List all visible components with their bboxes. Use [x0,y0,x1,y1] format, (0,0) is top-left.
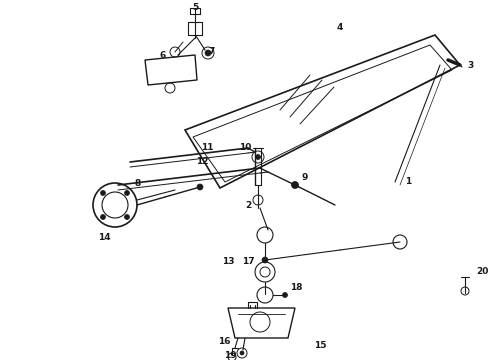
Text: 20: 20 [476,267,488,276]
Text: 8: 8 [135,179,141,188]
Text: 17: 17 [242,257,254,266]
Text: 2: 2 [245,201,251,210]
Circle shape [124,190,129,195]
Text: 11: 11 [201,144,213,153]
Circle shape [283,292,288,297]
Circle shape [124,215,129,220]
Text: 7: 7 [209,48,215,57]
Circle shape [262,257,268,263]
Text: 5: 5 [192,4,198,13]
Circle shape [197,184,203,190]
Circle shape [100,190,105,195]
Text: 4: 4 [337,23,343,32]
Text: 19: 19 [224,351,236,360]
Text: 13: 13 [222,257,234,266]
Circle shape [100,215,105,220]
Text: 15: 15 [314,342,326,351]
Text: 16: 16 [218,338,230,346]
Circle shape [205,50,211,56]
Circle shape [255,154,261,159]
Text: 9: 9 [302,174,308,183]
Circle shape [292,181,298,189]
Text: 1: 1 [405,177,411,186]
Text: 6: 6 [160,50,166,59]
Text: 3: 3 [467,60,473,69]
Circle shape [240,351,244,355]
Text: 12: 12 [196,158,208,166]
Text: 18: 18 [290,284,302,292]
Text: 10: 10 [239,144,251,153]
Text: 14: 14 [98,234,110,243]
